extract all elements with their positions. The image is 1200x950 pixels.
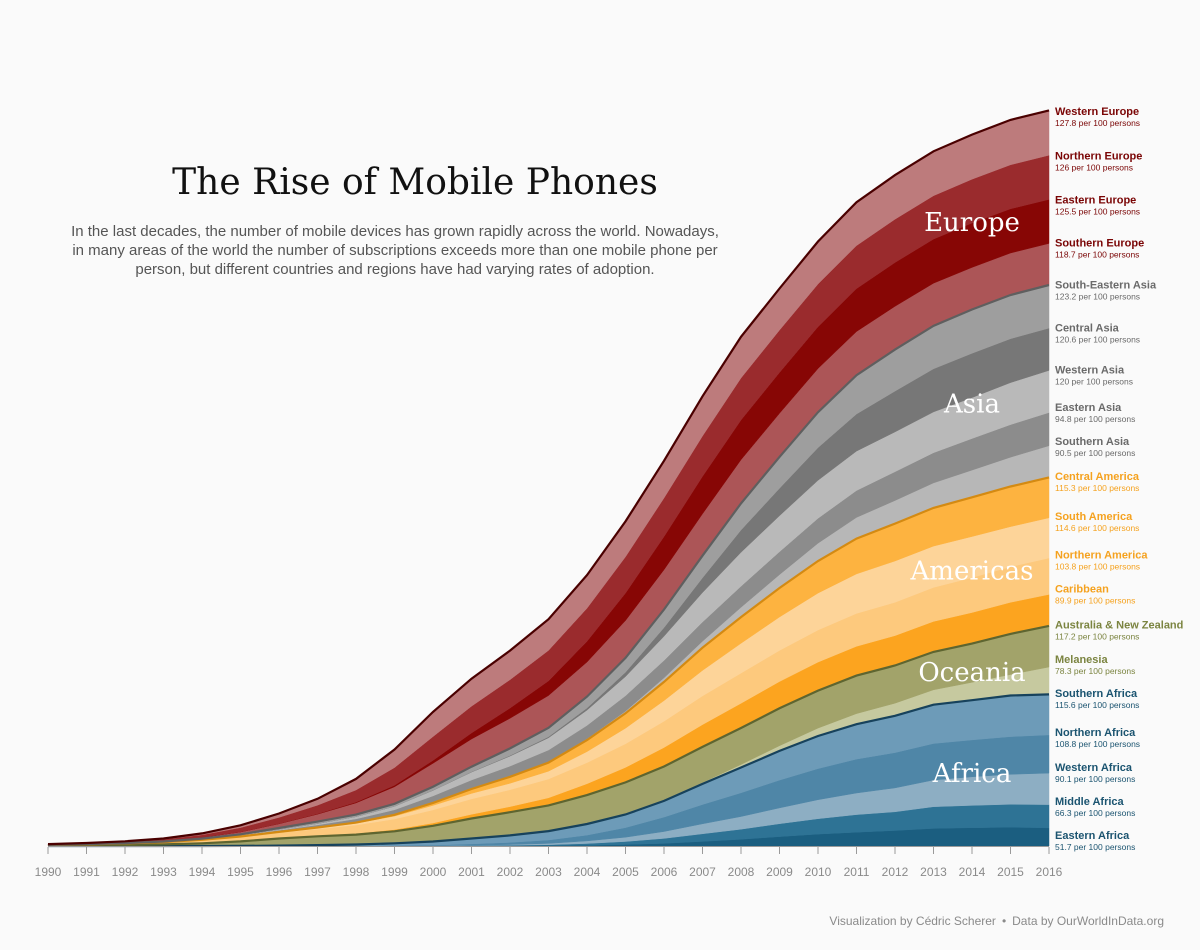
x-tick-label: 2002 [497,865,524,879]
series-label-northern-africa: Northern Africa [1055,727,1136,739]
x-tick-label: 1998 [343,865,370,879]
series-label-australia-and-new-zealand: Australia & New Zealand [1055,620,1183,632]
series-label-northern-america: Northern America [1055,549,1148,561]
series-label-caribbean: Caribbean [1055,583,1109,595]
series-label-western-europe: Western Europe [1055,106,1139,118]
series-value-central-america: 115.3 per 100 persons [1055,483,1139,493]
group-outlines [47,109,1050,848]
caption: Visualization by Cédric Scherer • Data by … [829,914,1164,928]
x-tick-label: 2015 [997,865,1024,879]
series-label-south-america: South America [1055,511,1133,523]
x-tick-label: 2006 [651,865,678,879]
region-label-oceania: Oceania [918,658,1025,688]
region-labels: Africa Oceania Americas Asia Europe [910,208,1034,789]
caption-credit: Visualization by Cédric Scherer [829,914,996,928]
series-value-eastern-europe: 125.5 per 100 persons [1055,207,1140,217]
series-value-northern-europe: 126 per 100 persons [1055,162,1133,172]
series-label-western-africa: Western Africa [1055,762,1133,774]
region-label-africa: Africa [932,759,1012,789]
series-label-northern-europe: Northern Europe [1055,150,1142,162]
outline-europe [47,109,1050,846]
page-title: The Rise of Mobile Phones [172,162,658,203]
outline-oceania [47,624,1050,847]
series-label-central-america: Central America [1055,471,1140,483]
x-tick-label: 1995 [227,865,254,879]
series-value-northern-africa: 108.8 per 100 persons [1055,739,1140,749]
series-label-middle-africa: Middle Africa [1055,796,1125,808]
chart-areas [47,110,1050,847]
x-tick-label: 2011 [844,865,870,879]
series-value-central-asia: 120.6 per 100 persons [1055,334,1140,344]
x-tick-label: 2007 [689,865,716,879]
series-value-south-eastern-asia: 123.2 per 100 persons [1055,292,1140,302]
series-label-western-asia: Western Asia [1055,365,1125,377]
x-tick-label: 2016 [1036,865,1063,879]
x-tick-label: 2003 [535,865,562,879]
outline-americas [47,476,1050,847]
page-subtitle: In the last decades, the number of mobil… [71,223,719,278]
series-value-southern-europe: 118.7 per 100 persons [1055,249,1139,259]
series-label-southern-asia: Southern Asia [1055,436,1130,448]
series-value-eastern-asia: 94.8 per 100 persons [1055,414,1135,424]
x-tick-label: 2010 [805,865,832,879]
series-label-southern-europe: Southern Europe [1055,237,1144,249]
series-value-caribbean: 89.9 per 100 persons [1055,595,1135,605]
series-label-eastern-europe: Eastern Europe [1055,195,1136,207]
series-value-western-africa: 90.1 per 100 persons [1055,774,1135,784]
x-tick-label: 2000 [420,865,447,879]
x-tick-label: 1990 [35,865,62,879]
x-tick-label: 1994 [189,865,216,879]
outline-asia [47,283,1050,846]
x-tick-label: 2012 [882,865,909,879]
series-label-central-asia: Central Asia [1055,322,1120,334]
series-label-eastern-asia: Eastern Asia [1055,402,1122,414]
region-label-europe: Europe [924,208,1020,238]
x-tick-label: 1996 [266,865,293,879]
region-label-americas: Americas [910,556,1034,586]
x-tick-label: 2005 [612,865,639,879]
series-value-southern-asia: 90.5 per 100 persons [1055,448,1135,458]
x-tick-label: 1999 [381,865,408,879]
series-value-australia-and-new-zealand: 117.2 per 100 persons [1055,632,1139,642]
series-value-middle-africa: 66.3 per 100 persons [1055,808,1135,818]
series-label-melanesia: Melanesia [1055,654,1108,666]
x-axis: 1990 1991 1992 1993 1994 1995 1996 1997 1998 1999… [35,846,1063,879]
x-tick-label: 1991 [73,865,100,879]
series-value-western-europe: 127.8 per 100 persons [1055,118,1140,128]
series-value-eastern-africa: 51.7 per 100 persons [1055,842,1135,852]
x-tick-label: 2009 [766,865,793,879]
series-label-south-eastern-asia: South-Eastern Asia [1055,280,1157,292]
x-tick-label: 1992 [112,865,139,879]
caption-separator: • [1001,914,1007,928]
series-value-southern-africa: 115.6 per 100 persons [1055,700,1139,710]
x-tick-label: 2008 [728,865,755,879]
series-value-northern-america: 103.8 per 100 persons [1055,561,1140,571]
x-tick-label: 1993 [150,865,177,879]
x-tick-label: 2004 [574,865,601,879]
x-tick-label: 1997 [304,865,331,879]
series-label-eastern-africa: Eastern Africa [1055,830,1130,842]
series-value-western-asia: 120 per 100 persons [1055,377,1133,387]
series-label-southern-africa: Southern Africa [1055,688,1138,700]
series-value-melanesia: 78.3 per 100 persons [1055,666,1135,676]
x-tick-label: 2014 [959,865,986,879]
x-tick-label: 2013 [920,865,947,879]
outline-africa [48,693,1050,848]
caption-source: Data by OurWorldInData.org [1012,914,1164,928]
region-label-asia: Asia [943,389,1000,419]
series-value-south-america: 114.6 per 100 persons [1055,523,1139,533]
x-tick-label: 2001 [458,865,485,879]
